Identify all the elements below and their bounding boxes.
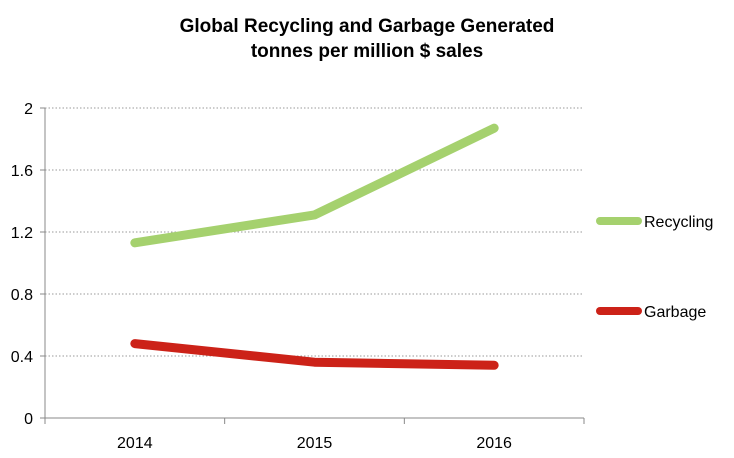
gridlines: [45, 107, 584, 357]
chart-title-block: Global Recycling and Garbage Generated t…: [0, 14, 734, 64]
chart-title: Global Recycling and Garbage Generated: [179, 16, 555, 37]
legend: Recycling Garbage: [596, 214, 713, 321]
x-tick-label: 2016: [476, 435, 512, 452]
x-tick-label: 2015: [297, 435, 333, 452]
axes: 0 0.4 0.8 1.2 1.6 2 2014 2015 2016: [11, 101, 585, 452]
series-lines: [130, 123, 499, 370]
series-line-garbage: [130, 339, 499, 370]
y-tick-label: 2: [24, 101, 33, 118]
y-tick-label: 1.6: [11, 163, 33, 180]
legend-label-recycling: Recycling: [644, 214, 713, 231]
chart-subtitle: tonnes per million $ sales: [250, 41, 484, 62]
y-tick-label: 1.2: [11, 225, 33, 242]
y-tick-label: 0.4: [11, 349, 33, 366]
y-tick-label: 0: [24, 411, 33, 428]
series-line-recycling: [130, 123, 499, 248]
legend-label-garbage: Garbage: [644, 304, 706, 321]
x-tick-label: 2014: [117, 435, 153, 452]
y-tick-label: 0.8: [11, 287, 33, 304]
